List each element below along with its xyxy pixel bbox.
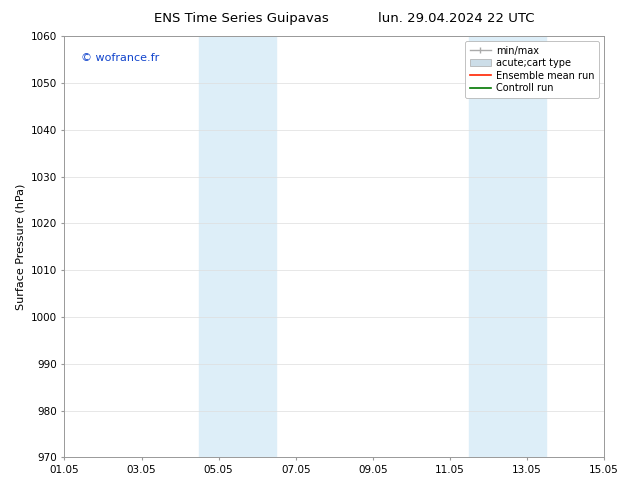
Y-axis label: Surface Pressure (hPa): Surface Pressure (hPa) — [15, 184, 25, 310]
Legend: min/max, acute;cart type, Ensemble mean run, Controll run: min/max, acute;cart type, Ensemble mean … — [465, 41, 599, 98]
Text: lun. 29.04.2024 22 UTC: lun. 29.04.2024 22 UTC — [378, 12, 534, 25]
Text: ENS Time Series Guipavas: ENS Time Series Guipavas — [153, 12, 328, 25]
Bar — [469, 36, 547, 457]
Bar — [199, 36, 276, 457]
Text: © wofrance.fr: © wofrance.fr — [81, 53, 159, 63]
